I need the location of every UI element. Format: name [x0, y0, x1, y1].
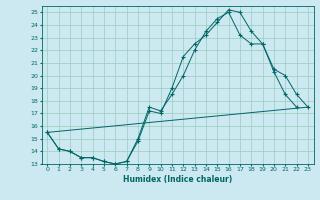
X-axis label: Humidex (Indice chaleur): Humidex (Indice chaleur) [123, 175, 232, 184]
